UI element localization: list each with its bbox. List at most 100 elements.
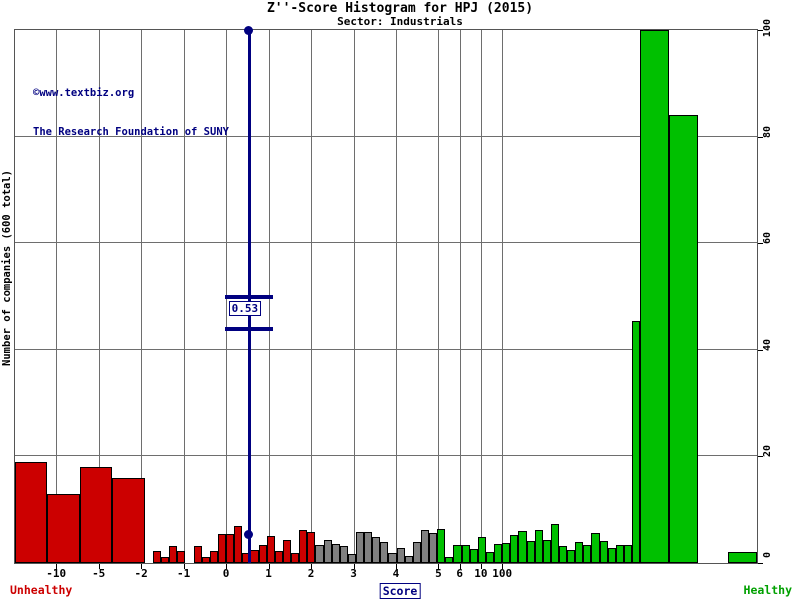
- y-tick-mark: [758, 136, 763, 138]
- histogram-bar: [494, 543, 503, 563]
- histogram-bar: [372, 537, 381, 563]
- histogram-bar: [412, 541, 421, 563]
- marker-dot: [244, 530, 254, 540]
- histogram-bar: [258, 544, 267, 563]
- histogram-bar: [274, 550, 283, 563]
- gridline-vertical: [459, 30, 461, 563]
- x-tick-mark: [226, 564, 228, 569]
- chart-title: Z''-Score Histogram for HPJ (2015): [266, 1, 534, 16]
- y-tick-label: 0: [762, 552, 773, 559]
- y-tick-label: 100: [762, 19, 773, 38]
- histogram-bar: [526, 540, 535, 563]
- histogram-bar: [668, 115, 699, 563]
- histogram-bar: [79, 467, 113, 563]
- histogram-bar: [388, 552, 397, 563]
- x-tick-label: 100: [492, 567, 513, 580]
- histogram-bar: [217, 534, 227, 563]
- histogram-bar: [583, 545, 592, 563]
- x-tick-mark: [98, 564, 100, 569]
- x-tick-mark: [183, 564, 185, 569]
- histogram-bar: [193, 545, 202, 563]
- x-tick-label: 10: [474, 567, 488, 580]
- histogram-bar: [15, 461, 48, 563]
- histogram-bar: [632, 320, 640, 563]
- histogram-bar: [599, 540, 608, 563]
- x-tick-mark: [459, 564, 461, 569]
- x-tick-label: 2: [307, 567, 315, 580]
- x-tick-label: 3: [350, 567, 357, 580]
- histogram-bar: [47, 493, 80, 563]
- histogram-bar: [518, 531, 527, 563]
- gridline-vertical: [353, 30, 355, 563]
- histogram-bar: [469, 548, 478, 563]
- histogram-bar: [591, 532, 600, 563]
- gridline-vertical: [183, 30, 185, 563]
- y-tick-mark: [758, 349, 763, 351]
- gridline-vertical: [141, 30, 143, 563]
- histogram-bar: [209, 550, 218, 563]
- histogram-bar: [153, 550, 162, 563]
- histogram-bar: [510, 535, 519, 563]
- credit-line-2: The Research Foundation of SUNY: [33, 126, 229, 138]
- histogram-bar: [339, 546, 348, 563]
- histogram-bar: [461, 544, 470, 563]
- y-tick-label: 60: [762, 232, 773, 245]
- histogram-bar: [559, 545, 568, 563]
- x-tick-mark: [395, 564, 397, 569]
- credit-line-1: ©www.textbiz.org: [33, 87, 135, 99]
- histogram-bar: [161, 556, 170, 563]
- y-tick-label: 40: [762, 338, 773, 351]
- histogram-bar: [356, 532, 365, 563]
- y-tick-label: 20: [762, 445, 773, 458]
- chart-subtitle: Sector: Industrials: [337, 15, 463, 28]
- gridline-vertical: [56, 30, 58, 563]
- footer-healthy: Healthy: [743, 583, 792, 597]
- footer-unhealthy: Unhealthy: [10, 583, 73, 597]
- histogram-bar: [607, 548, 616, 563]
- x-tick-label: -10: [46, 567, 67, 580]
- histogram-bar: [429, 533, 438, 563]
- histogram-bar: [364, 532, 373, 563]
- histogram-bar: [307, 532, 316, 563]
- histogram-bar: [291, 552, 300, 563]
- histogram-bar: [615, 544, 624, 563]
- histogram-bar: [177, 550, 186, 563]
- gridline-vertical: [395, 30, 397, 563]
- histogram-bar: [445, 557, 454, 563]
- histogram-bar: [404, 555, 413, 563]
- histogram-bar: [575, 541, 584, 563]
- gridline-horizontal: [15, 455, 757, 457]
- histogram-bar: [347, 554, 356, 563]
- y-tick-label: 80: [762, 125, 773, 138]
- x-axis-label: Score: [379, 583, 421, 599]
- histogram-bar: [234, 525, 243, 563]
- histogram-bar: [727, 552, 757, 563]
- y-tick-mark: [758, 563, 763, 564]
- y-axis-label-text: Number of companies (600 total): [1, 169, 13, 366]
- x-tick-label: -5: [92, 567, 106, 580]
- histogram-bar: [534, 529, 543, 563]
- histogram-bar: [169, 546, 178, 563]
- histogram-bar: [567, 550, 576, 563]
- marker-dot: [244, 25, 254, 35]
- gridline-horizontal: [15, 135, 757, 137]
- histogram-bar: [396, 547, 405, 563]
- histogram-bar: [299, 529, 308, 563]
- histogram-bar: [485, 552, 495, 563]
- gridline-horizontal: [15, 348, 757, 350]
- x-tick-mark: [353, 564, 355, 569]
- histogram-bar: [639, 30, 669, 563]
- histogram-bar: [266, 536, 275, 563]
- histogram-bar: [250, 550, 259, 563]
- histogram-bar: [380, 541, 389, 563]
- x-tick-mark: [311, 564, 313, 569]
- histogram-bar: [542, 539, 551, 563]
- x-tick-mark: [141, 564, 143, 569]
- gridline-vertical: [311, 30, 313, 563]
- histogram-bar: [282, 540, 292, 563]
- histogram-bar: [550, 524, 559, 563]
- histogram-bar: [477, 537, 486, 563]
- histogram-bar: [201, 557, 210, 563]
- histogram-bar: [623, 544, 633, 563]
